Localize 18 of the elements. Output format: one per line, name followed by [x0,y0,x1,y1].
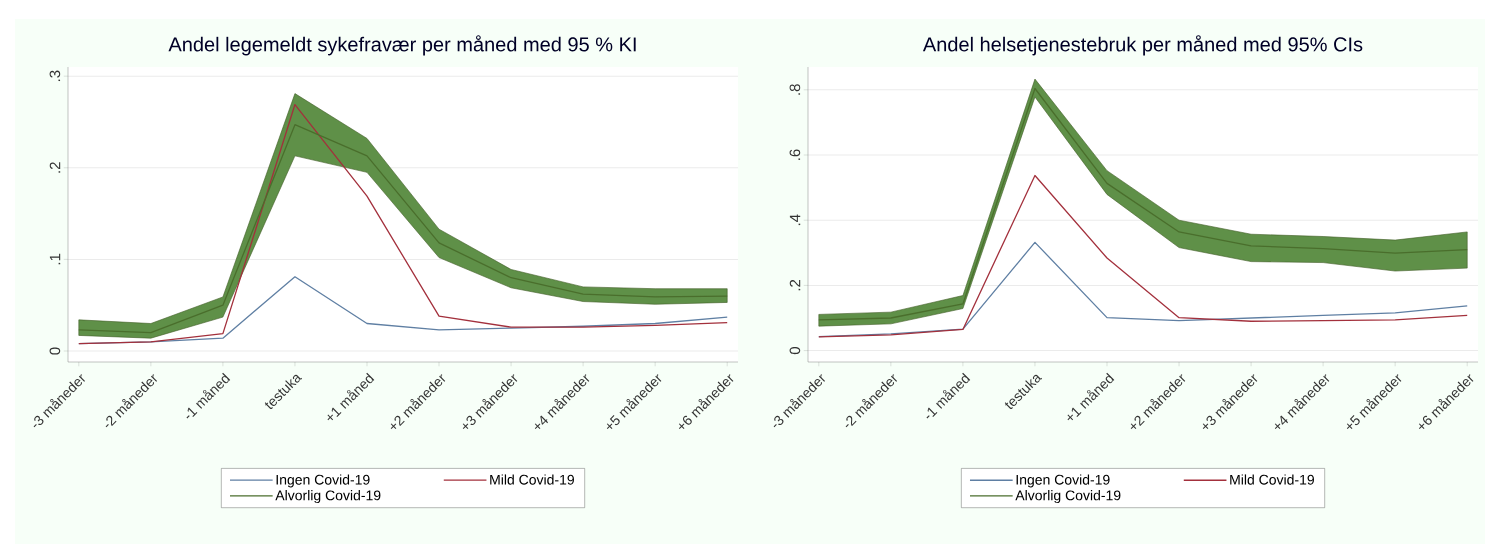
y-tick-label: 0 [789,347,801,355]
chart-title: Andel legemeldt sykefravær per måned med 95 % KI [168,35,636,56]
legend-label: Mild Covid-19 [490,474,574,485]
y-tick-label: 0 [49,347,61,355]
legend-label: Ingen Covid-19 [276,474,370,488]
y-tick-label: .6 [789,149,801,160]
y-tick-label: .2 [49,162,61,173]
chart-title: Andel helsetjenestebruk per måned med 95% CIs [922,35,1363,56]
y-tick-label: .4 [789,214,801,226]
legend-label: Ingen Covid-19 [1016,474,1110,488]
y-tick-label: .2 [789,279,801,291]
legend-label: Mild Covid-19 [1230,474,1314,485]
line-series [818,174,1468,338]
legend-label: Alvorlig Covid-19 [1015,490,1121,504]
y-tick-label: .8 [789,84,801,95]
legend-label: Alvorlig Covid-19 [275,490,381,504]
y-tick-label: .1 [49,253,61,265]
y-tick-label: .3 [49,70,61,82]
